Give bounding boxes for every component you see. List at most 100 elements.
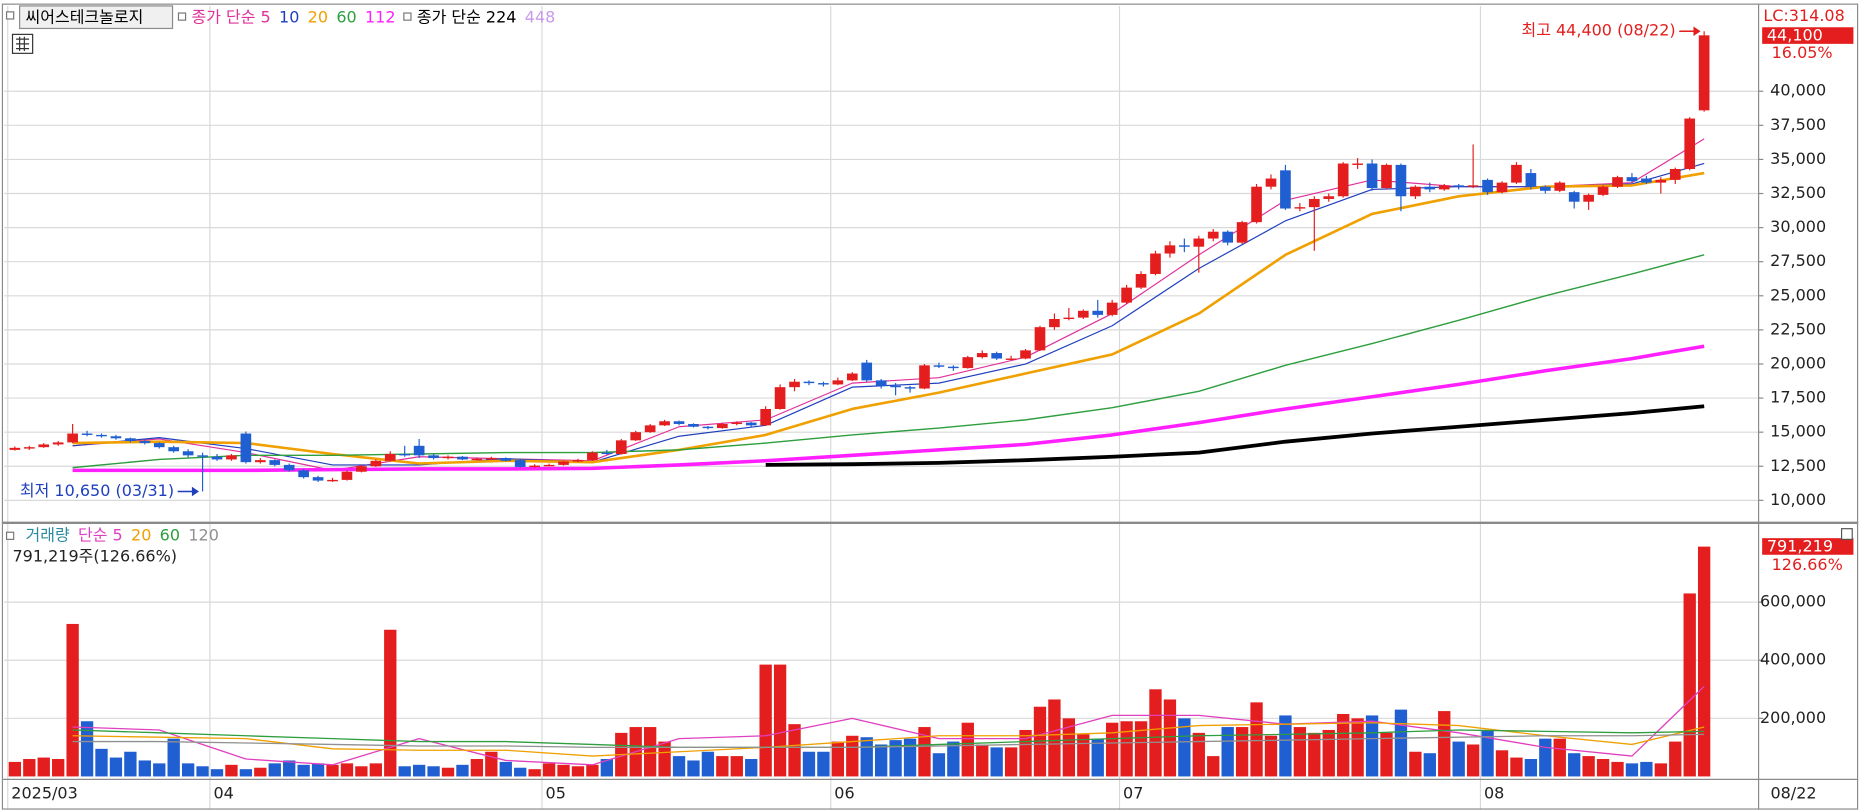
- candle-body: [630, 432, 642, 441]
- candle-body: [587, 452, 598, 461]
- legend-item: 112: [365, 7, 396, 26]
- volume-bar: [1163, 699, 1177, 777]
- stock-name[interactable]: 씨어스테크놀로지: [26, 7, 144, 26]
- candle-body: [1395, 164, 1407, 197]
- candle-body: [1077, 310, 1089, 318]
- volume-bar: [874, 744, 888, 777]
- candle-body: [9, 447, 21, 450]
- y-tick-label: 32,500: [1770, 183, 1826, 202]
- y-tick-label: 200,000: [1760, 708, 1826, 727]
- y-tick-label: 12,500: [1770, 456, 1826, 475]
- candle-body: [731, 422, 743, 425]
- volume-bar: [268, 763, 281, 777]
- candle-body: [803, 381, 815, 384]
- volume-bar: [1279, 715, 1292, 777]
- legend-item: 20: [308, 7, 328, 26]
- volume-bar: [311, 763, 325, 777]
- volume-bar: [1048, 699, 1061, 777]
- legend-item: 10: [279, 7, 299, 26]
- stock-name-box[interactable]: [19, 5, 174, 30]
- candle-body: [1655, 179, 1667, 183]
- legend-icon: [403, 12, 412, 21]
- close-button[interactable]: [1840, 528, 1853, 540]
- candle-body: [818, 383, 829, 385]
- volume-bar: [932, 753, 946, 777]
- candle-body: [1539, 186, 1551, 191]
- candle-body: [327, 479, 338, 482]
- volume-bar: [1004, 747, 1018, 777]
- candle-body: [1236, 222, 1248, 243]
- candle-body: [1626, 177, 1638, 182]
- volume-bar: [1134, 721, 1148, 777]
- candle-body: [485, 458, 497, 460]
- volume-bar: [1394, 709, 1408, 777]
- moving-average-line: [72, 729, 1705, 749]
- volume-bar: [687, 760, 700, 777]
- candle-body: [760, 408, 771, 426]
- legend-item: 종가 단순 224: [417, 7, 517, 26]
- candle-body: [529, 465, 540, 467]
- candle-body: [168, 447, 180, 452]
- volume-bar: [109, 757, 123, 777]
- volume-bar: [643, 727, 657, 777]
- candle-body: [1438, 185, 1450, 190]
- volume-bar: [1365, 715, 1379, 777]
- moving-average-line: [72, 344, 1705, 473]
- annotation-arrowhead: [191, 486, 200, 497]
- candle-body: [962, 357, 974, 369]
- volume-bar: [1351, 718, 1364, 777]
- volume-bar: [1178, 718, 1191, 777]
- legend-icon: [5, 531, 15, 540]
- candle-body: [1568, 192, 1580, 202]
- candle-body: [500, 458, 512, 461]
- candle-body: [1352, 163, 1363, 165]
- y-tick-label: 35,000: [1770, 149, 1826, 168]
- last-volume-box: [1762, 538, 1854, 555]
- candle-body: [1381, 164, 1392, 189]
- candle-body: [861, 362, 873, 381]
- x-tick-label: 06: [834, 784, 854, 803]
- last-price-box: [1762, 27, 1854, 44]
- candle-body: [890, 385, 901, 388]
- moving-average-line: [765, 404, 1705, 467]
- volume-bar: [441, 767, 455, 777]
- moving-average-line: [72, 722, 1705, 757]
- volume-bar: [8, 761, 22, 777]
- candle-body: [1049, 318, 1060, 328]
- volume-bar: [788, 724, 801, 777]
- candle-body: [846, 373, 858, 381]
- candle-body: [1251, 186, 1262, 223]
- candle-body: [67, 433, 78, 443]
- last-date: 08/22: [1770, 784, 1816, 803]
- volume-bar: [66, 623, 79, 777]
- table-icon[interactable]: [11, 33, 34, 54]
- volume-bar: [225, 764, 238, 777]
- y-tick-label: 40,000: [1770, 81, 1826, 100]
- candle-body: [110, 436, 122, 439]
- volume-bar: [37, 757, 50, 777]
- y-tick-label: 37,500: [1770, 115, 1826, 134]
- candle-body: [1597, 186, 1609, 195]
- volume-bar: [1495, 750, 1509, 777]
- last-price: 44,100: [1767, 26, 1823, 45]
- volume-bar: [1596, 759, 1610, 777]
- candle-body: [1179, 245, 1190, 247]
- candle-body: [558, 461, 569, 465]
- volume-bar: [831, 741, 845, 777]
- volume-bar: [1106, 722, 1119, 777]
- legend-item: 448: [525, 7, 556, 26]
- volume-bar: [427, 766, 440, 777]
- frame: [1, 3, 1859, 810]
- volume-bar: [1452, 741, 1465, 777]
- volume-bar: [181, 763, 195, 777]
- volume-bar: [138, 760, 151, 777]
- candle-body: [1265, 178, 1277, 187]
- volume-bar: [80, 721, 94, 777]
- candle-body: [1034, 327, 1046, 351]
- candle-body: [717, 423, 728, 429]
- volume-bar: [542, 763, 556, 777]
- y-tick-label: 27,500: [1770, 251, 1826, 270]
- volume-bar: [254, 767, 267, 777]
- legend-item: 60: [160, 525, 180, 544]
- volume-ratio: 126.66%: [1772, 555, 1843, 574]
